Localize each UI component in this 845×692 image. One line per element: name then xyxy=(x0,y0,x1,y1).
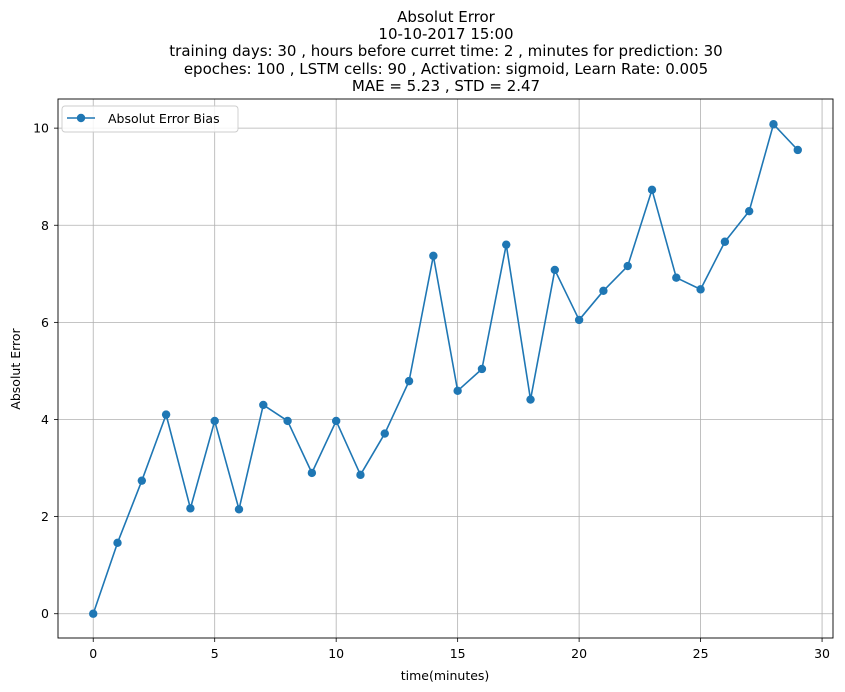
title-line-2: 10-10-2017 15:00 xyxy=(378,25,513,43)
legend: Absolut Error Bias xyxy=(61,105,239,133)
data-point xyxy=(769,120,778,129)
y-tick-label: 0 xyxy=(41,606,49,621)
data-point xyxy=(234,505,244,514)
data-point xyxy=(453,386,462,396)
data-point xyxy=(599,286,608,296)
legend-entry-label: Absolut Error Bias xyxy=(108,111,220,126)
y-tick-label: 6 xyxy=(41,315,49,330)
title-line-1: Absolut Error xyxy=(397,8,495,26)
data-point xyxy=(404,376,414,386)
data-point xyxy=(744,206,754,216)
data-point xyxy=(793,145,802,155)
data-point xyxy=(210,416,219,426)
series-line xyxy=(92,123,799,614)
data-point xyxy=(477,364,487,374)
data-point xyxy=(429,251,438,261)
x-axis-label: time(minutes) xyxy=(401,668,490,683)
x-tick-label: 25 xyxy=(693,646,709,661)
x-tick-label: 10 xyxy=(328,646,344,661)
x-tick-label: 30 xyxy=(814,646,830,661)
legend-marker-swatch xyxy=(76,113,86,123)
data-point xyxy=(720,237,730,246)
data-point xyxy=(550,265,560,275)
title-line-3: training days: 30 , hours before curret … xyxy=(169,42,722,60)
title-line-4: epoches: 100 , LSTM cells: 90 , Activati… xyxy=(184,60,708,78)
axes-frame xyxy=(57,98,834,639)
data-point xyxy=(502,240,511,249)
data-point xyxy=(647,185,657,195)
data-point xyxy=(380,429,389,438)
x-tick-label: 15 xyxy=(450,646,466,661)
chart-title: Absolut Error 10-10-2017 15:00 training … xyxy=(169,8,722,95)
y-tick-label: 8 xyxy=(41,218,49,233)
data-point xyxy=(331,416,341,426)
grid-lines xyxy=(58,99,833,638)
data-point xyxy=(526,395,535,404)
x-tick-label: 0 xyxy=(89,646,97,661)
data-point xyxy=(186,504,195,513)
data-point xyxy=(574,315,584,325)
data-point xyxy=(623,261,632,271)
y-tick-label: 10 xyxy=(33,121,49,136)
plot-series xyxy=(89,120,802,618)
y-tick-label: 4 xyxy=(41,412,49,427)
data-point xyxy=(137,476,147,485)
data-point xyxy=(113,538,122,548)
data-point xyxy=(161,410,171,419)
legend-box xyxy=(61,105,239,133)
data-point xyxy=(696,285,705,294)
data-point xyxy=(356,470,365,480)
data-point xyxy=(283,416,292,426)
data-point xyxy=(307,468,317,478)
x-axis-ticks: 0 5 10 15 20 25 30 xyxy=(89,638,830,661)
y-tick-label: 2 xyxy=(41,509,49,524)
y-axis-ticks: 0 2 4 6 8 10 xyxy=(33,121,58,621)
y-axis-label: Absolut Error xyxy=(8,327,23,409)
data-point xyxy=(672,273,681,282)
x-tick-label: 5 xyxy=(211,646,219,661)
x-tick-label: 20 xyxy=(571,646,587,661)
title-line-5: MAE = 5.23 , STD = 2.47 xyxy=(352,77,540,95)
data-point xyxy=(259,400,268,410)
data-point xyxy=(89,609,98,618)
